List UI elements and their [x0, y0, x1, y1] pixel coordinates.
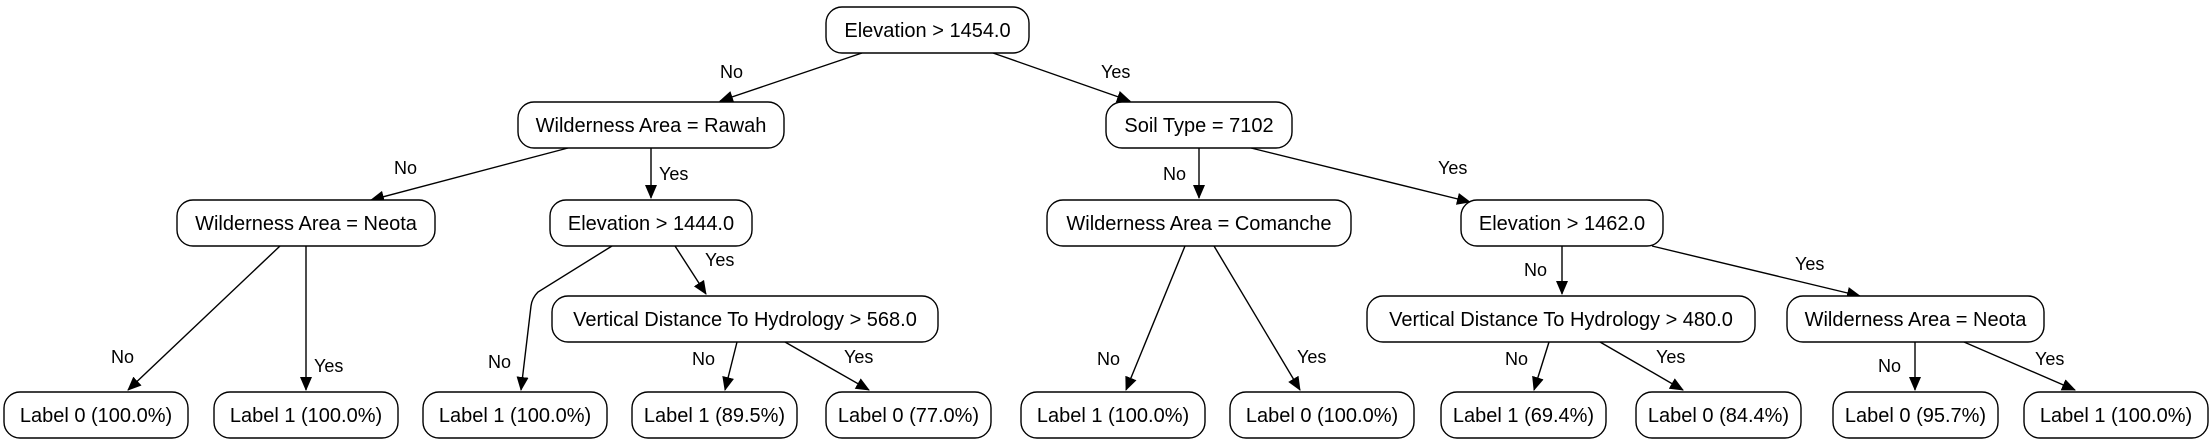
edge-label-vdist480-yes: Yes: [1656, 347, 1685, 367]
node-wilderness-comanche: Wilderness Area = Comanche: [1046, 199, 1352, 247]
svg-text:Label 0 (100.0%): Label 0 (100.0%): [20, 405, 172, 427]
edge-soil-yes: [1250, 147, 1471, 205]
edge-label-vdist568-no: No: [692, 349, 715, 369]
svg-text:Wilderness Area = Rawah: Wilderness Area = Rawah: [536, 115, 767, 137]
leaf-label-0-77-0: Label 0 (77.0%): [825, 391, 992, 439]
edge-label-neota-right-no: No: [1878, 356, 1901, 376]
node-elevation-1462: Elevation > 1462.0: [1460, 199, 1664, 247]
edge-label-elev1444-no: No: [488, 352, 511, 372]
edge-vdist568-yes: [784, 341, 870, 391]
svg-text:Label 1 (100.0%): Label 1 (100.0%): [230, 405, 382, 427]
edge-neota-right-yes: [1963, 341, 2076, 391]
edge-vdist568-no: [722, 341, 738, 391]
edge-label-elev1444-yes: Yes: [705, 250, 734, 270]
leaf-label-0-100-b: Label 0 (100.0%): [1229, 391, 1415, 439]
svg-text:Elevation > 1454.0: Elevation > 1454.0: [844, 20, 1010, 42]
svg-text:Label 1 (100.0%): Label 1 (100.0%): [1037, 405, 1189, 427]
svg-text:Elevation > 1462.0: Elevation > 1462.0: [1479, 213, 1645, 235]
edge-label-root-no: No: [720, 62, 743, 82]
node-wilderness-rawah: Wilderness Area = Rawah: [517, 101, 785, 149]
leaf-label-1-100-d: Label 1 (100.0%): [2023, 391, 2209, 439]
edge-label-root-yes: Yes: [1101, 62, 1130, 82]
svg-text:Elevation > 1444.0: Elevation > 1444.0: [568, 213, 734, 235]
edge-label-vdist480-no: No: [1505, 349, 1528, 369]
svg-text:Wilderness Area = Neota: Wilderness Area = Neota: [195, 213, 418, 235]
leaf-label-0-84-4: Label 0 (84.4%): [1635, 391, 1802, 439]
edge-label-neota-left-yes: Yes: [314, 356, 343, 376]
edge-elev1444-no: [516, 245, 613, 391]
edge-label-rawah-no: No: [394, 158, 417, 178]
edge-label-comanche-yes: Yes: [1297, 347, 1326, 367]
edge-label-soil-yes: Yes: [1438, 158, 1467, 178]
edge-vdist480-yes: [1599, 341, 1684, 391]
svg-text:Label 1 (69.4%): Label 1 (69.4%): [1453, 405, 1594, 427]
node-soil-type-7102: Soil Type = 7102: [1105, 101, 1293, 149]
svg-text:Label 0 (100.0%): Label 0 (100.0%): [1246, 405, 1398, 427]
leaf-label-0-100-a: Label 0 (100.0%): [3, 391, 189, 439]
edge-label-neota-right-yes: Yes: [2035, 349, 2064, 369]
svg-text:Label 0 (84.4%): Label 0 (84.4%): [1648, 405, 1789, 427]
edge-vdist480-no: [1532, 341, 1550, 391]
edge-elev1462-yes: [1651, 245, 1861, 299]
node-elevation-1454: Elevation > 1454.0: [825, 6, 1030, 54]
leaf-label-1-100-a: Label 1 (100.0%): [213, 391, 399, 439]
edge-comanche-yes: [1213, 245, 1301, 391]
node-vertical-distance-568: Vertical Distance To Hydrology > 568.0: [551, 295, 939, 343]
edge-label-elev1462-no: No: [1524, 260, 1547, 280]
node-wilderness-neota-left: Wilderness Area = Neota: [176, 199, 436, 247]
edge-label-comanche-no: No: [1097, 349, 1120, 369]
edge-neota-left-no: [127, 245, 281, 391]
node-wilderness-neota-right: Wilderness Area = Neota: [1786, 295, 2045, 343]
svg-text:Wilderness Area = Comanche: Wilderness Area = Comanche: [1066, 213, 1331, 235]
leaf-label-1-100-c: Label 1 (100.0%): [1020, 391, 1206, 439]
node-elevation-1444: Elevation > 1444.0: [549, 199, 753, 247]
edge-rawah-no: [370, 147, 569, 203]
edge-label-soil-no: No: [1163, 164, 1186, 184]
edge-root-yes: [992, 52, 1131, 103]
svg-text:Label 1 (100.0%): Label 1 (100.0%): [2040, 405, 2192, 427]
svg-text:Label 1 (100.0%): Label 1 (100.0%): [439, 405, 591, 427]
node-vertical-distance-480: Vertical Distance To Hydrology > 480.0: [1366, 295, 1756, 343]
leaf-label-1-89-5: Label 1 (89.5%): [631, 391, 798, 439]
svg-text:Wilderness Area = Neota: Wilderness Area = Neota: [1805, 309, 2028, 331]
svg-text:Label 0 (95.7%): Label 0 (95.7%): [1845, 405, 1986, 427]
svg-text:Label 1 (89.5%): Label 1 (89.5%): [644, 405, 785, 427]
leaf-label-1-100-b: Label 1 (100.0%): [422, 391, 608, 439]
leaf-label-1-69-4: Label 1 (69.4%): [1440, 391, 1607, 439]
edge-comanche-no: [1125, 245, 1186, 391]
svg-text:Vertical Distance To Hydrology: Vertical Distance To Hydrology > 568.0: [573, 309, 917, 331]
svg-text:Soil Type = 7102: Soil Type = 7102: [1124, 115, 1273, 137]
edge-label-rawah-yes: Yes: [659, 164, 688, 184]
svg-text:Label 0 (77.0%): Label 0 (77.0%): [838, 405, 979, 427]
edge-elev1444-yes: [674, 245, 707, 295]
edge-label-neota-left-no: No: [111, 347, 134, 367]
svg-text:Vertical Distance To Hydrology: Vertical Distance To Hydrology > 480.0: [1389, 309, 1733, 331]
leaf-label-0-95-7: Label 0 (95.7%): [1832, 391, 1999, 439]
edge-label-vdist568-yes: Yes: [844, 347, 873, 367]
edge-label-elev1462-yes: Yes: [1795, 254, 1824, 274]
edge-root-no: [719, 52, 863, 103]
